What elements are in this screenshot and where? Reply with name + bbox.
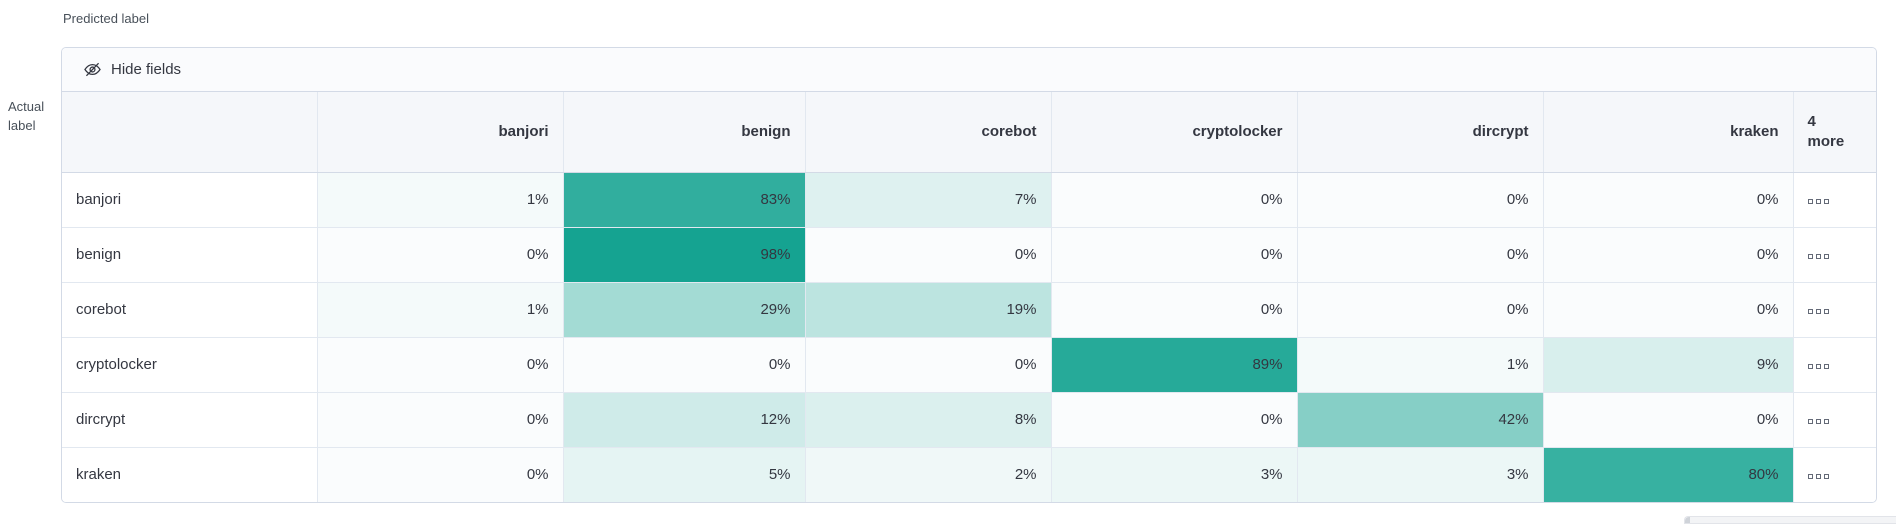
boxes-horizontal-icon (1807, 419, 1829, 424)
matrix-cell[interactable]: 0% (804, 226, 1052, 283)
matrix-cell[interactable]: 9% (1542, 336, 1794, 393)
matrix-cell[interactable]: 29% (562, 281, 806, 338)
matrix-cell[interactable]: 1% (316, 171, 564, 228)
corner-header-cell (62, 92, 318, 173)
matrix-cell[interactable]: 98% (562, 226, 806, 283)
matrix-row: dircrypt 0% 12% 8% 0% 42% 0% (62, 391, 1876, 448)
matrix-cell[interactable]: 0% (316, 336, 564, 393)
more-columns-cell[interactable] (1792, 171, 1876, 228)
more-columns-cell[interactable] (1792, 446, 1876, 502)
column-header-cell[interactable]: kraken (1542, 92, 1794, 173)
matrix-cell[interactable]: 0% (1542, 171, 1794, 228)
more-columns-cell[interactable] (1792, 226, 1876, 283)
hide-fields-label: Hide fields (111, 61, 182, 78)
matrix-cell[interactable]: 12% (562, 391, 806, 448)
matrix-cell[interactable]: 0% (1296, 171, 1544, 228)
more-columns-cell[interactable] (1792, 281, 1876, 338)
matrix-table: banjori benign corebot cryptolocker dircrypt… (62, 92, 1876, 502)
hide-fields-button[interactable]: Hide fields (74, 55, 191, 84)
matrix-header: banjori benign corebot cryptolocker dircrypt… (62, 92, 1876, 173)
column-header-cell[interactable]: cryptolocker (1050, 92, 1298, 173)
boxes-horizontal-icon (1807, 474, 1829, 480)
row-header-cell[interactable]: banjori (62, 171, 318, 228)
boxes-horizontal-icon (1807, 254, 1829, 259)
matrix-row: corebot 1% 29% 19% 0% 0% 0% (62, 281, 1876, 338)
boxes-horizontal-icon (1807, 199, 1829, 204)
data-grid: Hide fields banjori benign corebot cryptolo… (61, 47, 1877, 503)
matrix-cell[interactable]: 0% (316, 391, 564, 448)
column-header-cell[interactable]: corebot (804, 92, 1052, 173)
column-header-cell[interactable]: banjori (316, 92, 564, 173)
actual-axis-label-line2: label (8, 118, 36, 133)
matrix-cell[interactable]: 5% (562, 446, 806, 502)
actual-axis-label: Actual label (8, 97, 44, 135)
matrix-cell[interactable]: 0% (1050, 391, 1298, 448)
matrix-row: kraken 0% 5% 2% 3% 3% 80% (62, 446, 1876, 502)
matrix-cell[interactable]: 0% (1542, 391, 1794, 448)
matrix-cell[interactable]: 1% (1296, 336, 1544, 393)
more-columns-header-cell[interactable]: 4 more (1792, 92, 1876, 173)
matrix-cell[interactable]: 0% (1542, 281, 1794, 338)
row-header-cell[interactable]: corebot (62, 281, 318, 338)
matrix-cell[interactable]: 0% (562, 336, 806, 393)
matrix-header-row: banjori benign corebot cryptolocker dircrypt… (62, 92, 1876, 173)
boxes-horizontal-icon (1807, 364, 1829, 369)
more-columns-cell[interactable] (1792, 336, 1876, 393)
matrix-cell[interactable]: 0% (1050, 281, 1298, 338)
actual-axis-label-line1: Actual (8, 99, 45, 114)
matrix-cell[interactable]: 8% (804, 391, 1052, 448)
matrix-cell[interactable]: 3% (1050, 446, 1298, 502)
more-columns-cell[interactable] (1792, 391, 1876, 448)
matrix-row: cryptolocker 0% 0% 0% 89% 1% 9% (62, 336, 1876, 393)
horizontal-scrollbar[interactable] (1684, 516, 1896, 524)
matrix-cell[interactable]: 89% (1050, 336, 1298, 393)
grid-controls-bar: Hide fields (62, 48, 1876, 92)
predicted-axis-label: Predicted label (63, 11, 149, 26)
matrix-cell[interactable]: 0% (316, 446, 564, 502)
matrix-cell[interactable]: 2% (804, 446, 1052, 502)
matrix-cell[interactable]: 7% (804, 171, 1052, 228)
boxes-horizontal-icon (1807, 309, 1829, 314)
matrix-cell[interactable]: 3% (1296, 446, 1544, 502)
matrix-cell[interactable]: 19% (804, 281, 1052, 338)
row-header-cell[interactable]: kraken (62, 446, 318, 502)
more-columns-word: more (1807, 132, 1845, 150)
row-header-cell[interactable]: cryptolocker (62, 336, 318, 393)
matrix-cell[interactable]: 0% (1050, 171, 1298, 228)
matrix-cell[interactable]: 0% (1296, 226, 1544, 283)
matrix-cell[interactable]: 83% (562, 171, 806, 228)
matrix-cell[interactable]: 0% (804, 336, 1052, 393)
matrix-row: benign 0% 98% 0% 0% 0% 0% (62, 226, 1876, 283)
matrix-cell[interactable]: 80% (1542, 446, 1794, 502)
matrix-cell[interactable]: 0% (1542, 226, 1794, 283)
matrix-cell[interactable]: 1% (316, 281, 564, 338)
column-header-cell[interactable]: dircrypt (1296, 92, 1544, 173)
eye-closed-icon (84, 61, 101, 78)
matrix-cell[interactable]: 0% (1296, 281, 1544, 338)
more-columns-count: 4 (1807, 112, 1816, 130)
matrix-cell[interactable]: 0% (1050, 226, 1298, 283)
matrix-cell[interactable]: 0% (316, 226, 564, 283)
row-header-cell[interactable]: benign (62, 226, 318, 283)
row-header-cell[interactable]: dircrypt (62, 391, 318, 448)
matrix-row: banjori 1% 83% 7% 0% 0% 0% (62, 171, 1876, 228)
matrix-body: banjori 1% 83% 7% 0% 0% 0% benign 0% 98% 0% 0% 0% 0% c… (62, 171, 1876, 502)
matrix-cell[interactable]: 42% (1296, 391, 1544, 448)
column-header-cell[interactable]: benign (562, 92, 806, 173)
